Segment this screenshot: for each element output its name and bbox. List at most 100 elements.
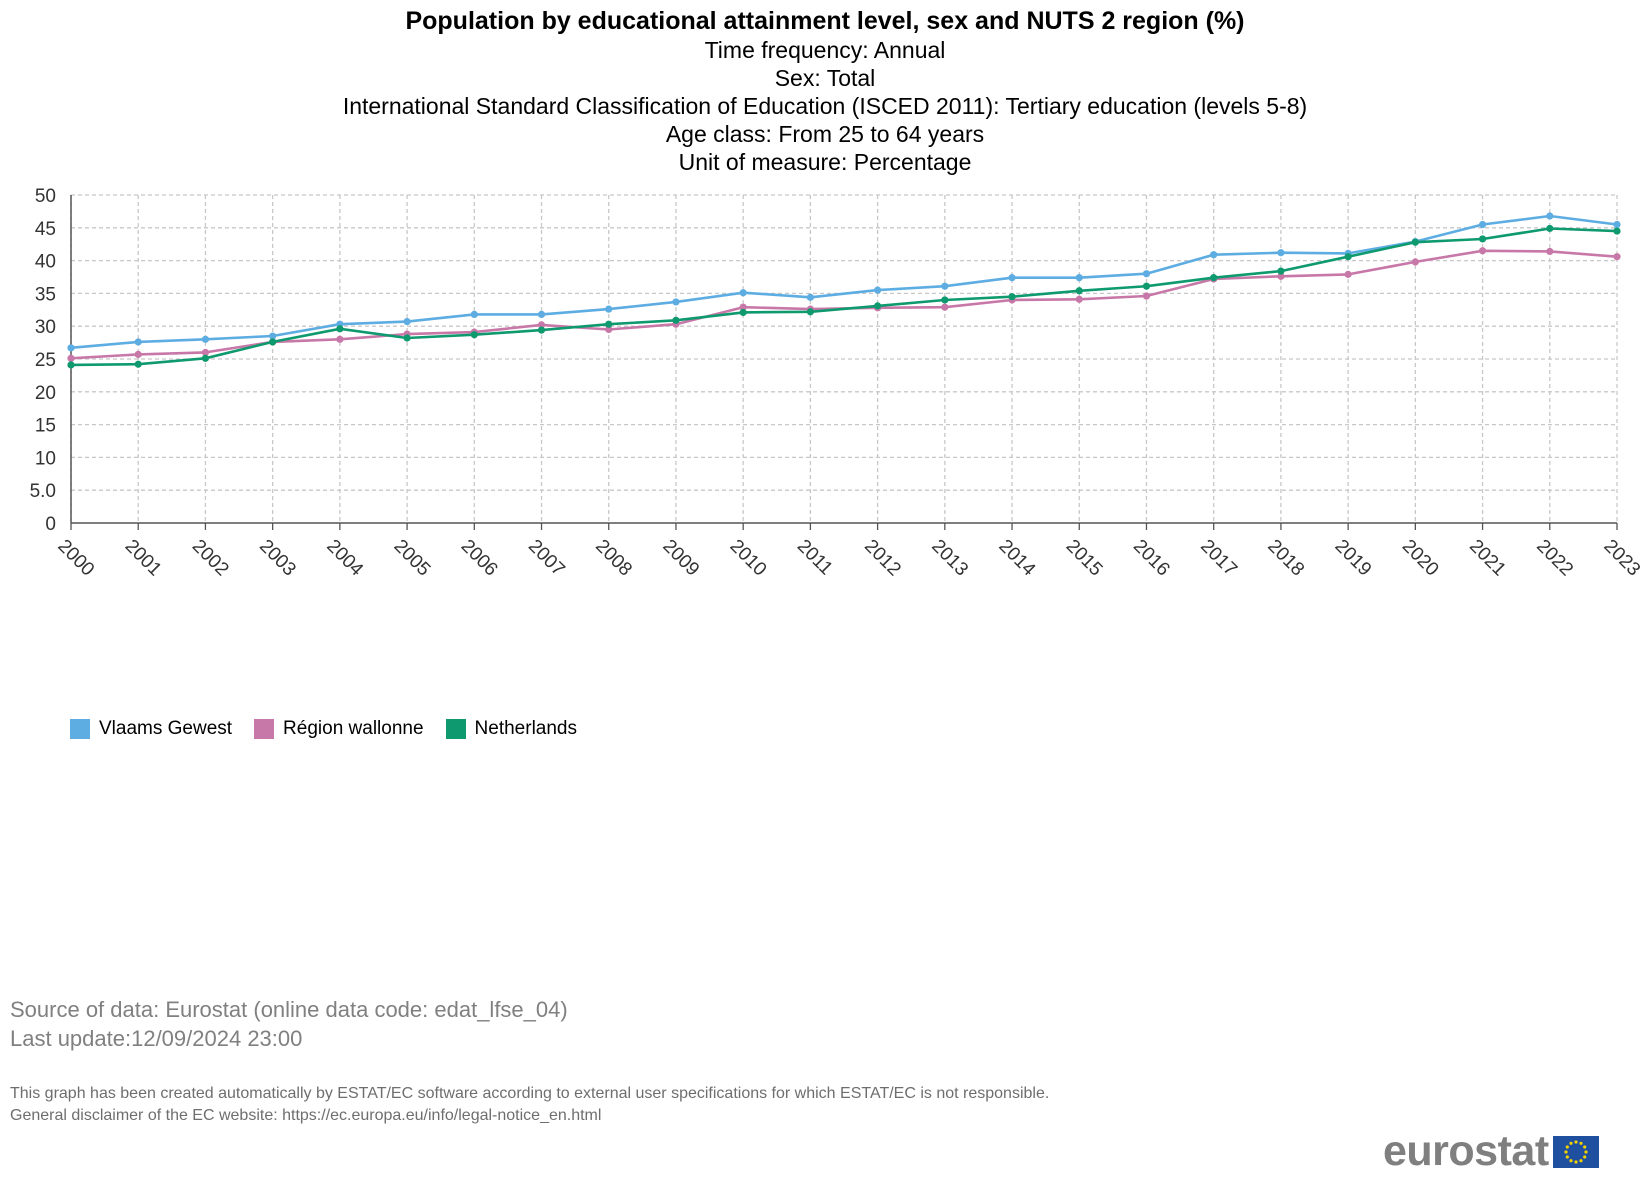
data-point: [67, 354, 75, 362]
data-point: [336, 335, 344, 343]
data-point: [1613, 220, 1621, 229]
legal-notice-line: General disclaimer of the EC website: ht…: [10, 1107, 602, 1124]
data-point: [470, 331, 478, 339]
data-point: [874, 302, 882, 310]
x-tick-label: 2021: [1465, 536, 1510, 581]
chart-subtitle: International Standard Classification of…: [342, 93, 1308, 119]
data-point: [1210, 274, 1218, 282]
data-point: [201, 335, 210, 343]
chart-title: Population by educational attainment lev…: [405, 7, 1245, 35]
y-tick-label: 25: [35, 350, 56, 371]
data-point: [1478, 220, 1487, 229]
data-point: [1411, 258, 1419, 266]
disclaimer: This graph has been created automaticall…: [10, 1083, 1049, 1127]
data-point: [672, 316, 680, 324]
x-tick-label: 2012: [860, 536, 905, 581]
x-tick-label: 2005: [390, 536, 435, 581]
x-tick-label: 2014: [995, 536, 1040, 581]
x-tick-label: 2008: [591, 536, 636, 581]
data-point: [605, 320, 613, 328]
legend-swatch: [445, 719, 466, 739]
eu-flag-icon: [1552, 1135, 1599, 1168]
data-point: [806, 293, 814, 301]
legend-label: Région wallonne: [283, 718, 424, 739]
data-point: [605, 325, 613, 334]
data-point: [537, 310, 546, 318]
data-point: [537, 321, 546, 329]
last-update-line: Last update:12/09/2024 23:00: [10, 1026, 303, 1051]
x-tick-label: 2023: [1599, 536, 1644, 581]
data-point: [1411, 238, 1419, 246]
data-point: [1142, 292, 1151, 300]
data-point: [201, 348, 210, 357]
data-point: [269, 338, 277, 346]
y-tick-label: 20: [35, 383, 56, 404]
data-point: [134, 350, 142, 359]
legend-item-region-wallonne[interactable]: Région wallonne: [254, 718, 424, 740]
x-tick-label: 2004: [322, 536, 367, 581]
data-point: [941, 296, 949, 304]
x-tick-label: 2019: [1331, 536, 1376, 581]
x-tick-label: 2011: [793, 536, 837, 580]
data-point: [336, 325, 344, 333]
x-tick-label: 2007: [524, 536, 569, 581]
x-tick-label: 2016: [1129, 536, 1174, 581]
data-point: [1008, 293, 1016, 301]
legend-item-netherlands[interactable]: Netherlands: [445, 718, 577, 740]
y-tick-label: 15: [35, 416, 56, 437]
x-tick-label: 2017: [1196, 536, 1241, 581]
data-point: [941, 282, 949, 290]
data-point: [403, 334, 411, 342]
data-point: [1546, 212, 1554, 220]
y-tick-label: 5.0: [30, 481, 56, 502]
data-point: [1277, 267, 1285, 275]
x-tick-label: 2020: [1398, 536, 1443, 581]
chart-subtitle: Unit of measure: Percentage: [678, 149, 972, 175]
x-tick-label: 2010: [726, 536, 771, 581]
data-point: [1613, 253, 1621, 261]
chart-title-block: Population by educational attainment lev…: [0, 6, 1650, 176]
legend-item-vlaams-gewest[interactable]: Vlaams Gewest: [70, 718, 232, 740]
data-point: [739, 308, 747, 317]
chart-subtitle: Time frequency: Annual: [704, 37, 946, 63]
source-line: Source of data: Eurostat (online data co…: [10, 997, 568, 1022]
line-chart: 0 5.0 10 15 20 25 30 35 40 45 50 2000 2001 2002 2003 20…: [30, 186, 1645, 581]
x-tick-label: 2022: [1532, 536, 1577, 581]
data-point: [806, 308, 814, 316]
legend-label: Netherlands: [474, 718, 577, 739]
chart-subtitle: Age class: From 25 to 64 years: [665, 121, 985, 147]
data-point: [1142, 282, 1151, 290]
eurostat-logo: eurostat: [1383, 1127, 1599, 1176]
data-point: [605, 305, 613, 313]
data-point: [470, 310, 478, 318]
x-tick-label: 2000: [53, 536, 98, 581]
chart-legend: Vlaams Gewest Région wallonne Netherland…: [70, 718, 599, 740]
data-point: [1546, 224, 1554, 233]
chart-subtitle: Sex: Total: [774, 65, 876, 91]
data-point: [201, 354, 210, 362]
x-tick-label: 2015: [1062, 536, 1107, 581]
data-point: [1075, 295, 1083, 303]
data-point: [941, 303, 949, 311]
data-point: [269, 332, 277, 340]
y-tick-label: 35: [35, 284, 56, 305]
data-point: [1546, 247, 1554, 256]
y-tick-label: 0: [45, 514, 56, 535]
x-tick-label: 2003: [255, 536, 300, 581]
data-point: [1344, 253, 1352, 261]
data-point: [67, 344, 75, 352]
x-tick-label: 2013: [927, 536, 972, 581]
x-tick-label: 2018: [1263, 536, 1308, 581]
x-tick-label: 2002: [188, 536, 233, 581]
data-point: [403, 318, 411, 326]
data-point: [134, 338, 142, 346]
disclaimer-line: This graph has been created automaticall…: [10, 1085, 1050, 1102]
legend-swatch: [70, 719, 90, 739]
data-point: [1478, 235, 1487, 243]
source-note: Source of data: Eurostat (online data co…: [10, 995, 568, 1053]
y-tick-label: 10: [35, 448, 56, 469]
data-point: [1075, 287, 1083, 295]
data-point: [1142, 270, 1151, 278]
series-line-1: [70, 249, 1618, 360]
data-point: [739, 303, 747, 311]
